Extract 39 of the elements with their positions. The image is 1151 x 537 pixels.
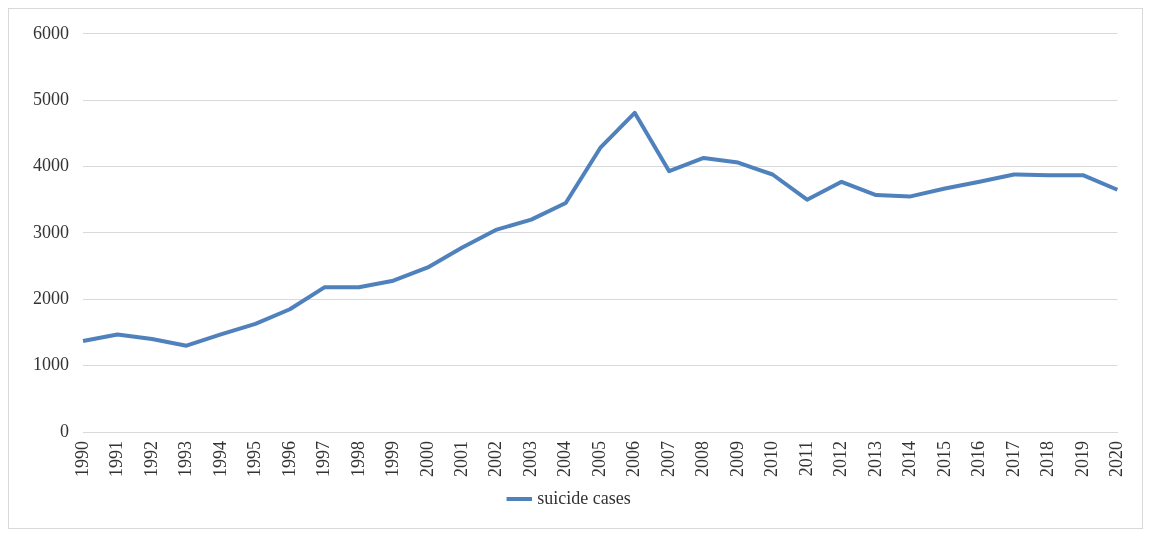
- x-tick-label: 2017: [1002, 441, 1023, 477]
- y-tick-label: 3000: [33, 221, 69, 242]
- x-tick-label: 2006: [623, 441, 644, 477]
- x-tick-label: 2004: [554, 441, 575, 477]
- x-tick-label: 2007: [657, 441, 678, 477]
- x-tick-label: 1992: [140, 441, 161, 477]
- y-tick-label: 0: [60, 420, 69, 441]
- y-tick-label: 6000: [33, 22, 69, 43]
- x-tick-label: 1993: [175, 441, 196, 477]
- x-tick-label: 1995: [244, 441, 265, 477]
- x-tick-label: 2002: [485, 441, 506, 477]
- x-tick-label: 2005: [588, 441, 609, 477]
- x-tick-label: 2011: [795, 441, 816, 477]
- x-tick-label: 2001: [451, 441, 472, 477]
- legend-label: suicide cases: [537, 487, 631, 508]
- x-tick-label: 1998: [347, 441, 368, 477]
- x-tick-label: 2018: [1037, 441, 1058, 477]
- x-tick-label: 2015: [933, 441, 954, 477]
- y-tick-label: 4000: [33, 155, 69, 176]
- x-tick-label: 2019: [1071, 441, 1092, 477]
- y-tick-label: 1000: [33, 354, 69, 375]
- x-tick-label: 2014: [899, 441, 920, 477]
- x-tick-label: 2000: [416, 441, 437, 477]
- x-tick-label: 2009: [726, 441, 747, 477]
- x-tick-label: 1996: [278, 441, 299, 477]
- y-tick-label: 2000: [33, 288, 69, 308]
- x-tick-label: 1999: [382, 441, 403, 477]
- x-tick-label: 1997: [313, 441, 334, 477]
- x-tick-label: 2012: [830, 441, 851, 477]
- x-tick-label: 2013: [864, 441, 885, 477]
- y-tick-label: 5000: [33, 88, 69, 109]
- x-tick-label: 1991: [106, 441, 127, 477]
- x-tick-label: 1990: [71, 441, 92, 477]
- x-tick-label: 2003: [519, 441, 540, 477]
- x-tick-label: 2010: [761, 441, 782, 477]
- x-tick-label: 1994: [209, 441, 230, 477]
- x-tick-label: 2016: [968, 441, 989, 477]
- x-tick-label: 2020: [1106, 441, 1127, 477]
- x-tick-label: 2008: [692, 441, 713, 477]
